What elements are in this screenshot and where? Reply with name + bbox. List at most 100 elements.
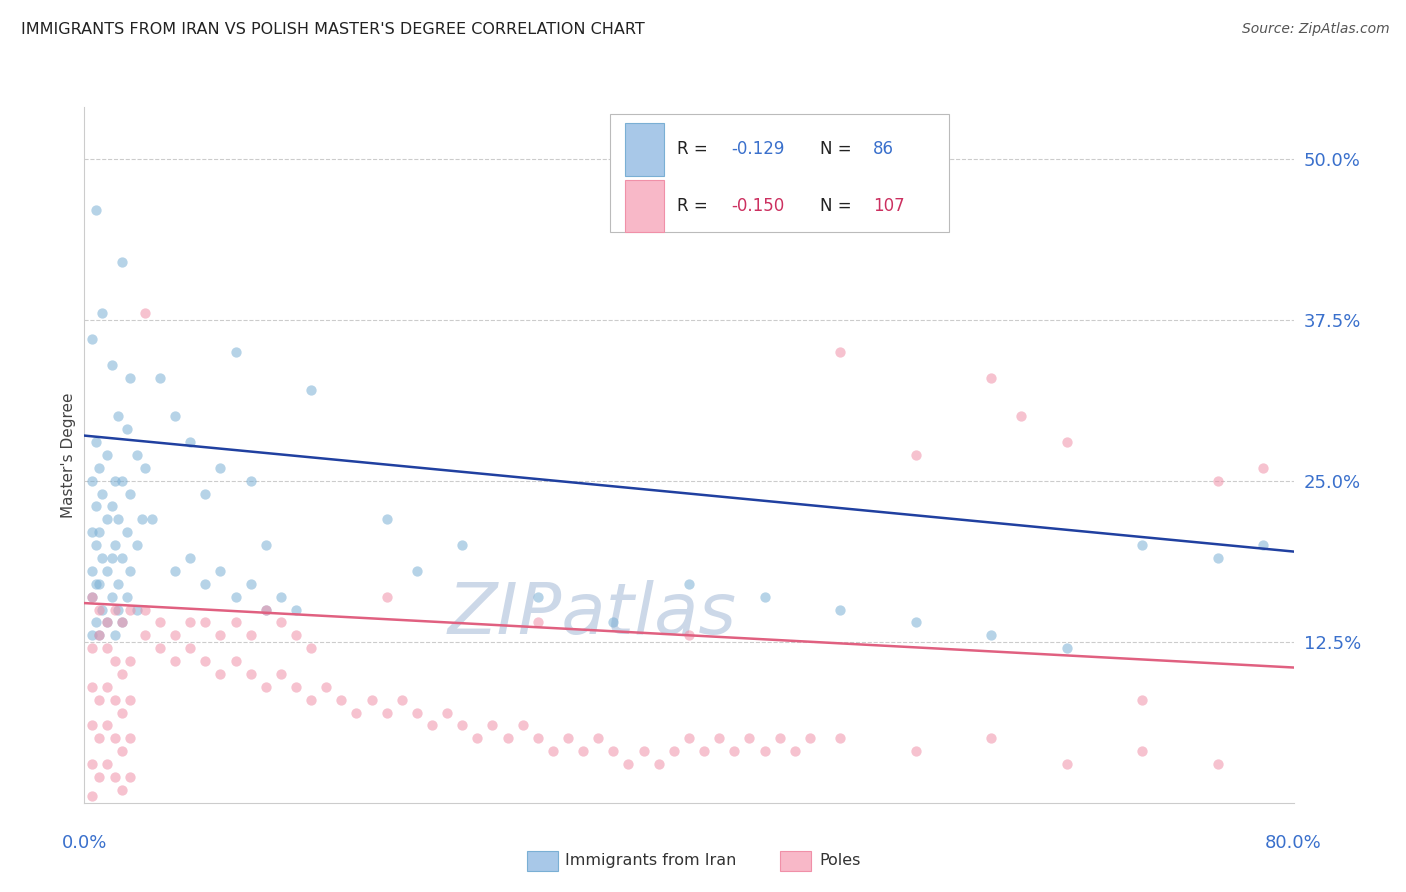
Point <box>107 409 129 424</box>
Point <box>678 731 700 746</box>
Point <box>96 680 118 694</box>
Point <box>134 628 156 642</box>
Point <box>111 783 134 797</box>
Point <box>96 448 118 462</box>
Point <box>80 680 103 694</box>
Point <box>96 512 118 526</box>
Point <box>86 615 108 630</box>
Point <box>467 731 489 746</box>
Point <box>149 370 172 384</box>
Point <box>254 538 277 552</box>
Point <box>127 448 149 462</box>
Point <box>375 706 398 720</box>
Point <box>678 576 700 591</box>
Text: N =: N = <box>820 140 856 159</box>
Point <box>86 435 108 450</box>
Text: ZIPatlas: ZIPatlas <box>447 581 737 649</box>
Point <box>80 590 103 604</box>
Point <box>134 460 156 475</box>
Point <box>111 551 134 566</box>
Point <box>209 564 232 578</box>
Point <box>1056 435 1078 450</box>
Point <box>134 306 156 320</box>
Point <box>104 538 127 552</box>
Text: -0.150: -0.150 <box>731 197 785 215</box>
Point <box>115 525 138 540</box>
Point <box>1056 641 1078 656</box>
Point <box>131 512 153 526</box>
Point <box>830 344 852 359</box>
Text: Poles: Poles <box>820 854 860 868</box>
Point <box>86 576 108 591</box>
Point <box>111 706 134 720</box>
Point <box>96 615 118 630</box>
Point <box>104 692 127 706</box>
Point <box>254 680 277 694</box>
Point <box>100 358 122 372</box>
Text: Immigrants from Iran: Immigrants from Iran <box>565 854 737 868</box>
Point <box>588 731 610 746</box>
Point <box>91 486 114 500</box>
Point <box>111 474 134 488</box>
Point <box>96 615 118 630</box>
Point <box>299 692 322 706</box>
Point <box>134 602 156 616</box>
Point <box>118 486 141 500</box>
Point <box>80 525 103 540</box>
Point <box>179 615 201 630</box>
Point <box>89 602 111 616</box>
Point <box>80 718 103 732</box>
Point <box>96 718 118 732</box>
Point <box>270 667 292 681</box>
Point <box>406 564 429 578</box>
FancyBboxPatch shape <box>624 180 664 232</box>
Point <box>194 486 217 500</box>
Point <box>209 628 232 642</box>
Point <box>194 615 217 630</box>
Point <box>346 706 368 720</box>
Point <box>360 692 382 706</box>
Point <box>209 667 232 681</box>
Point <box>799 731 821 746</box>
Point <box>406 706 429 720</box>
Point <box>285 628 308 642</box>
Point <box>1130 744 1153 758</box>
Point <box>80 590 103 604</box>
Point <box>96 757 118 772</box>
Point <box>115 422 138 436</box>
Point <box>118 731 141 746</box>
Point <box>89 628 111 642</box>
Point <box>1206 757 1229 772</box>
Point <box>662 744 685 758</box>
Point <box>80 332 103 346</box>
Point <box>80 628 103 642</box>
Point <box>254 602 277 616</box>
Point <box>512 718 534 732</box>
Point <box>299 641 322 656</box>
Point <box>225 344 247 359</box>
Point <box>723 744 745 758</box>
Point <box>104 731 127 746</box>
Point <box>1253 538 1275 552</box>
Text: R =: R = <box>676 140 713 159</box>
Point <box>179 641 201 656</box>
Point <box>89 628 111 642</box>
Text: 0.0%: 0.0% <box>62 834 107 852</box>
FancyBboxPatch shape <box>624 123 664 176</box>
Point <box>89 731 111 746</box>
Point <box>118 602 141 616</box>
Point <box>738 731 761 746</box>
Point <box>165 409 187 424</box>
Point <box>165 628 187 642</box>
Point <box>1130 692 1153 706</box>
Point <box>194 654 217 668</box>
Point <box>107 602 129 616</box>
Y-axis label: Master's Degree: Master's Degree <box>60 392 76 517</box>
Text: Source: ZipAtlas.com: Source: ZipAtlas.com <box>1241 22 1389 37</box>
Point <box>239 667 262 681</box>
Point <box>104 770 127 784</box>
Point <box>1130 538 1153 552</box>
Point <box>617 757 640 772</box>
Point <box>165 654 187 668</box>
Point <box>527 731 550 746</box>
